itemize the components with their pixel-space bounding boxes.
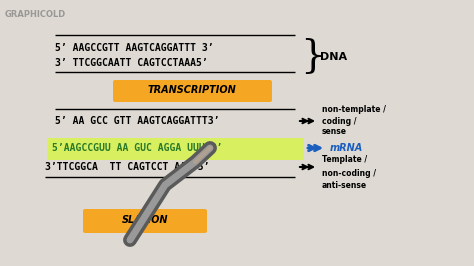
FancyBboxPatch shape xyxy=(113,80,272,102)
Text: non-template /: non-template / xyxy=(322,106,386,114)
Text: mRNA: mRNA xyxy=(330,143,363,153)
Text: TRANSCRIPTION: TRANSCRIPTION xyxy=(147,85,237,95)
FancyBboxPatch shape xyxy=(47,138,304,160)
Text: 5’ AAGCCGTT AAGTCAGGATTT 3’: 5’ AAGCCGTT AAGTCAGGATTT 3’ xyxy=(55,43,214,53)
Text: }: } xyxy=(300,39,325,76)
Text: 3’TTCGGCA  TT CAGTCCT AAA 5’: 3’TTCGGCA TT CAGTCCT AAA 5’ xyxy=(45,162,210,172)
Text: 5’AAGCCGUU AA GUC AGGA UUU 3’: 5’AAGCCGUU AA GUC AGGA UUU 3’ xyxy=(52,143,222,153)
Text: SLATION: SLATION xyxy=(122,215,168,225)
Text: anti-sense: anti-sense xyxy=(322,181,367,190)
Text: coding /: coding / xyxy=(322,117,356,126)
Text: non-coding /: non-coding / xyxy=(322,168,376,177)
Text: DNA: DNA xyxy=(320,52,347,62)
Text: sense: sense xyxy=(322,127,347,136)
Text: 5’ AA GCC GTT AAGTCAGGATTT3’: 5’ AA GCC GTT AAGTCAGGATTT3’ xyxy=(55,116,219,126)
Text: 3’ TTCGGCAATT CAGTCCTAAA5’: 3’ TTCGGCAATT CAGTCCTAAA5’ xyxy=(55,58,208,68)
Text: GRAPHICOLD: GRAPHICOLD xyxy=(5,10,66,19)
FancyBboxPatch shape xyxy=(83,209,207,233)
Text: Template /: Template / xyxy=(322,156,367,164)
